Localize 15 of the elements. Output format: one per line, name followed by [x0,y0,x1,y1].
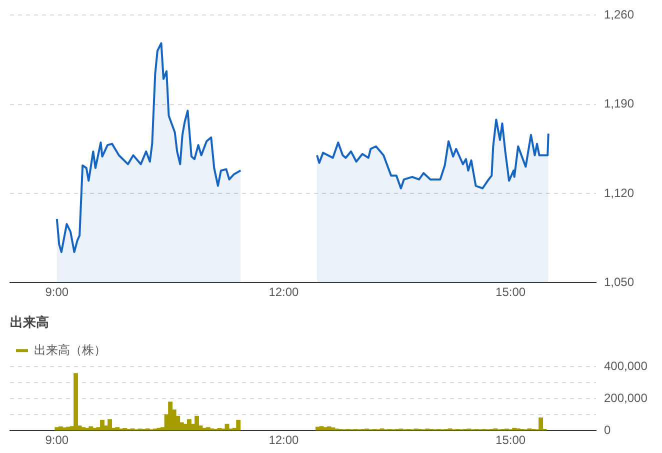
y-tick-label: 1,260 [604,8,634,22]
legend-label: 出来高（株） [34,342,106,357]
x-tick-label: 15:00 [496,433,526,448]
x-tick-label: 12:00 [268,285,300,300]
x-tick-label: 9:00 [45,285,69,300]
x-tick-label: 12:00 [268,433,300,448]
y-tick-label: 1,190 [604,96,634,111]
x-tick-label: 15:00 [496,285,526,300]
y-tick-label: 1,050 [604,274,634,289]
y-tick-label: 0 [604,422,611,437]
y-tick-label: 200,000 [604,390,648,405]
y-tick-label: 400,000 [604,358,648,373]
chart-title: 出来高 [10,314,49,330]
x-tick-label: 9:00 [45,433,69,448]
y-tick-label: 1,120 [604,186,634,200]
